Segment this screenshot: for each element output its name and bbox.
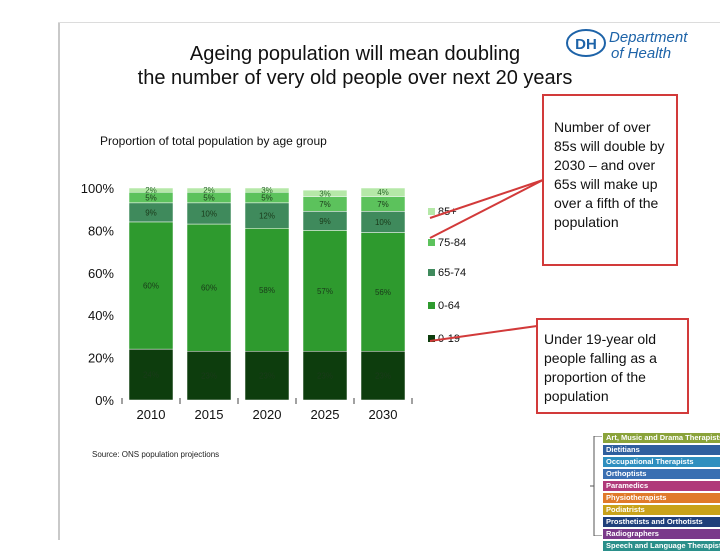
y-tick-label: 60%	[88, 266, 114, 281]
data-label: 9%	[319, 217, 331, 226]
title-line-1: Ageing population will mean doubling	[189, 43, 521, 65]
data-label: 5%	[145, 194, 157, 203]
pointer-to-0-19	[429, 325, 538, 342]
y-tick-label: 0%	[95, 393, 114, 408]
data-label: 3%	[261, 186, 273, 195]
data-label: 56%	[375, 288, 391, 297]
profession-item: Dietitians	[603, 445, 720, 455]
data-label: 57%	[317, 287, 333, 296]
profession-item: Speech and Language Therapists	[603, 541, 720, 551]
profession-item: Art, Music and Drama Therapists	[603, 433, 720, 443]
y-tick-label: 40%	[88, 308, 114, 323]
legend-label: 65-74	[438, 267, 466, 279]
bar-segment	[128, 187, 174, 193]
data-label: 58%	[259, 286, 275, 295]
bar-segment	[244, 202, 290, 229]
callout-pointers	[429, 179, 544, 342]
logo-line-1: Department	[609, 29, 688, 46]
data-label: 23%	[259, 372, 275, 381]
professions-bracket-icon	[590, 436, 602, 536]
title-line-2: the number of very old people over next …	[137, 67, 573, 89]
profession-item: Physiotherapists	[603, 493, 720, 503]
bar-segment	[360, 187, 406, 197]
x-tick-label: 2010	[137, 407, 166, 422]
bar-segment	[186, 187, 232, 193]
profession-item: Podiatrists	[603, 505, 720, 515]
profession-item: Prosthetists and Orthotists	[603, 517, 720, 527]
bar-segment	[244, 187, 290, 193]
data-label: 24%	[143, 371, 159, 380]
y-axis: 0% 20% 40% 60% 80% 100%	[81, 181, 115, 408]
data-label: 2%	[145, 186, 157, 195]
x-tick-label: 2030	[369, 407, 398, 422]
data-label: 7%	[377, 200, 389, 209]
pointer-to-75-84	[429, 179, 544, 239]
y-tick-label: 20%	[88, 351, 114, 366]
data-label: 23%	[375, 372, 391, 381]
data-label: 5%	[203, 194, 215, 203]
x-axis: 2010 2015 2020 2025 2030	[121, 398, 413, 422]
legend-swatch	[428, 335, 435, 342]
data-label: 10%	[375, 218, 391, 227]
data-label: 7%	[319, 200, 331, 209]
x-tick-label: 2020	[253, 407, 282, 422]
legend-label: 0-64	[438, 300, 460, 312]
legend-label: 75-84	[438, 237, 466, 249]
legend-swatch	[428, 208, 435, 215]
legend-swatch	[428, 302, 435, 309]
callout-over-85s: Number of over 85s will double by 2030 –…	[542, 94, 678, 266]
profession-item: Orthoptists	[603, 469, 720, 479]
pointer-to-85plus	[429, 179, 544, 219]
bar-segment	[302, 189, 348, 197]
y-tick-label: 80%	[88, 223, 114, 238]
bar-segment	[244, 350, 290, 401]
data-label: 3%	[319, 189, 331, 198]
callout-under-19s: Under 19-year old people falling as a pr…	[536, 318, 689, 414]
slide-border-top	[58, 22, 720, 23]
data-label: 23%	[201, 372, 217, 381]
bar-segment	[128, 221, 174, 350]
x-tick-label: 2015	[195, 407, 224, 422]
data-label: 12%	[259, 212, 275, 221]
source-note: Source: ONS population projections	[92, 450, 220, 459]
legend-swatch	[428, 239, 435, 246]
logo-mark: DH	[575, 36, 597, 53]
data-label: 60%	[143, 282, 159, 291]
profession-item: Radiographers	[603, 529, 720, 539]
chart-subtitle: Proportion of total population by age gr…	[100, 134, 327, 148]
bar-segment	[302, 230, 348, 352]
data-label: 60%	[201, 284, 217, 293]
data-label: 2%	[203, 186, 215, 195]
bar-segment	[360, 350, 406, 401]
slide-border-left	[58, 22, 60, 540]
dh-logo-icon: DH	[566, 29, 606, 57]
profession-item: Paramedics	[603, 481, 720, 491]
data-label: 4%	[377, 188, 389, 197]
legend-swatch	[428, 269, 435, 276]
data-label: 10%	[201, 209, 217, 218]
department-of-health-logo: Department of Health	[609, 30, 687, 62]
profession-item: Occupational Therapists	[603, 457, 720, 467]
professions-list: Art, Music and Drama Therapists Dietitian…	[603, 433, 720, 553]
bar-segment	[186, 350, 232, 401]
stacked-bar-chart: 0%20%40%60%80%100% 24%60%9%5%2%23%60%10%…	[81, 181, 466, 422]
slide-title: Ageing population will mean doubling the…	[60, 42, 650, 90]
bar-segment	[244, 228, 290, 352]
data-label: 23%	[317, 372, 333, 381]
bar-segment	[186, 223, 232, 352]
logo-line-2: of Health	[611, 45, 672, 62]
data-label: 5%	[261, 194, 273, 203]
data-label: 9%	[145, 208, 157, 217]
x-tick-label: 2025	[311, 407, 340, 422]
bar-segment	[302, 350, 348, 401]
bars: 24%60%9%5%2%23%60%10%5%2%23%58%12%5%3%23…	[128, 186, 406, 401]
bar-segment	[360, 232, 406, 352]
y-tick-label: 100%	[81, 181, 115, 196]
